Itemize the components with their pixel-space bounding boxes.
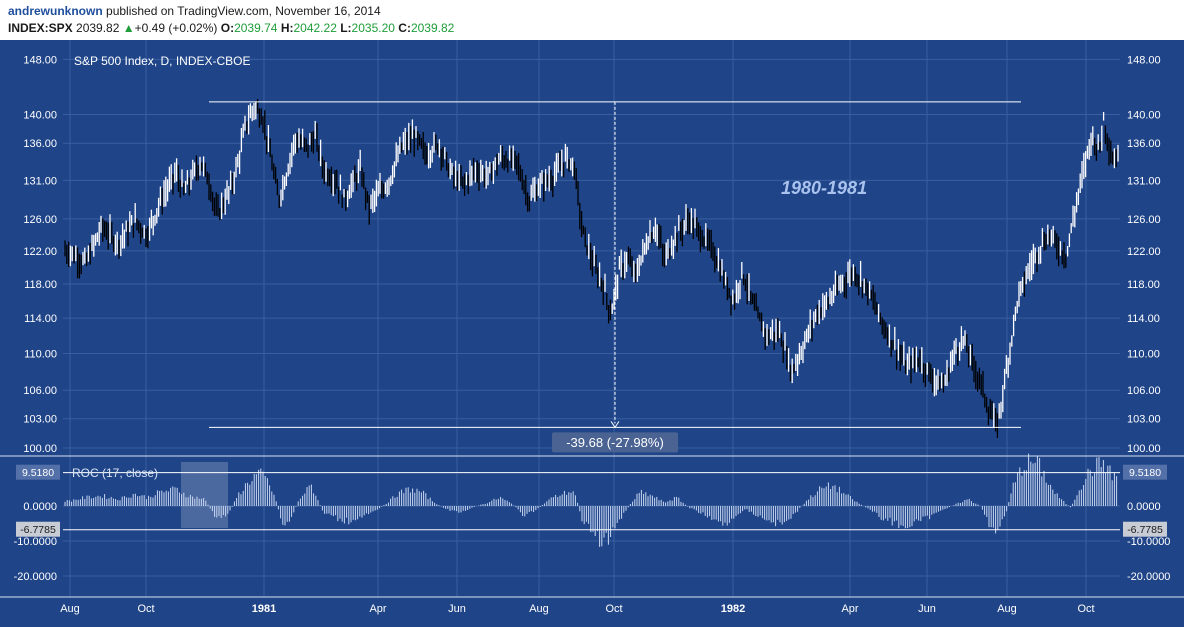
high-label: H: [280,21,294,35]
publish-line: andrewunknown published on TradingView.c… [8,4,381,18]
close-label: C: [398,21,411,35]
roc-y-tick-right: 0.0000 [1127,501,1161,513]
price-y-tick-left: 103.00 [23,414,57,426]
roc-upper-label-right-bg [1123,464,1167,480]
chart-background [0,40,1184,627]
price-y-tick-right: 110.00 [1127,349,1160,361]
price-y-tick-left: 106.00 [23,385,57,397]
up-triangle-icon: ▲ [122,21,135,35]
roc-y-tick-right: -20.0000 [1127,571,1170,583]
roc-y-tick-right: -10.0000 [1127,536,1170,548]
chart-canvas[interactable]: -39.68 (-27.98%) 148.00 148.00 140.00 140.0… [0,40,1184,627]
price-y-tick-right: 126.00 [1127,214,1161,226]
price-y-tick-left: 122.00 [23,246,57,258]
price-y-tick-right: 131.00 [1127,175,1161,187]
price-y-tick-right: 106.00 [1127,385,1161,397]
drawdown-measure[interactable]: -39.68 (-27.98%) [209,101,1021,453]
roc-upper-label-left: 9.5180 [22,467,54,479]
open-value: 2039.74 [234,21,278,35]
x-tick-label: Aug [60,603,80,615]
x-tick-label: Apr [841,603,858,615]
chart-title: S&P 500 Index, D, INDEX-CBOE [74,54,251,68]
price-y-tick-right: 114.00 [1127,313,1160,325]
roc-lower-label-left: -6.7785 [20,524,56,536]
price-y-tick-left: 110.00 [24,349,57,361]
x-tick-label: Aug [997,603,1017,615]
author-link[interactable]: andrewunknown [8,4,103,18]
price-y-tick-left: 136.00 [23,138,57,150]
roc-y-tick-left: 0.0000 [23,501,57,513]
x-tick-label: Oct [1077,603,1094,615]
price-y-tick-right: 140.00 [1127,110,1161,122]
grid-lines [63,40,1120,597]
price-bars [64,99,1119,438]
measure-label: -39.68 (-27.98%) [566,435,664,450]
axes: 148.00 148.00 140.00 140.00 136.00 136.00 131.… [14,54,1171,615]
price-y-tick-right: 148.00 [1127,54,1161,66]
open-label: O: [220,21,235,35]
roc-title: ROC (17, close) [72,466,158,480]
roc-upper-label-right: 9.5180 [1129,467,1161,479]
roc-highlight-box [181,462,228,528]
symbol-label: INDEX:SPX [8,21,73,35]
x-tick-label: 1982 [721,603,745,615]
price-y-tick-right: 118.00 [1127,279,1160,291]
roc-y-tick-left: -20.0000 [14,571,57,583]
price-y-tick-left: 131.00 [23,175,57,187]
high-value: 2042.22 [293,21,337,35]
roc-lower-label-right: -6.7785 [1127,524,1163,536]
price-change: +0.49 (+0.02%) [134,21,218,35]
roc-upper-label-left-bg [16,464,60,480]
roc-histogram [64,453,1118,547]
roc-lower-label-left-bg [16,521,60,537]
price-y-tick-left: 148.00 [23,54,57,66]
price-y-tick-left: 114.00 [24,313,57,325]
low-label: L: [340,21,352,35]
x-tick-label: Apr [369,603,386,615]
quote-line: INDEX:SPX 2039.82 ▲+0.49 (+0.02%) O:2039… [8,21,454,35]
price-y-tick-left: 118.00 [24,279,57,291]
price-y-tick-right: 122.00 [1127,246,1161,258]
low-value: 2035.20 [351,21,395,35]
x-tick-label: Oct [605,603,622,615]
measure-label-bg [552,432,678,453]
annotation-text[interactable]: 1980-1981 [781,178,867,198]
price-y-tick-left: 126.00 [23,214,57,226]
price-y-tick-left: 140.00 [23,110,57,122]
price-y-tick-right: 100.00 [1127,443,1161,455]
price-y-tick-right: 136.00 [1127,138,1161,150]
x-tick-label: 1981 [252,603,276,615]
roc-y-tick-left: -10.0000 [14,536,57,548]
price-y-tick-left: 100.00 [23,443,57,455]
x-tick-label: Oct [137,603,154,615]
roc-lower-label-right-bg [1123,521,1167,537]
publish-header: andrewunknown published on TradingView.c… [0,0,1184,40]
x-tick-label: Jun [918,603,936,615]
close-value: 2039.82 [410,21,455,35]
x-tick-label: Aug [529,603,549,615]
price-y-tick-right: 103.00 [1127,414,1161,426]
x-tick-label: Jun [448,603,466,615]
measure-arrow-icon [610,421,620,429]
published-text: published on TradingView.com, November 1… [106,4,381,18]
last-price: 2039.82 [76,21,120,35]
